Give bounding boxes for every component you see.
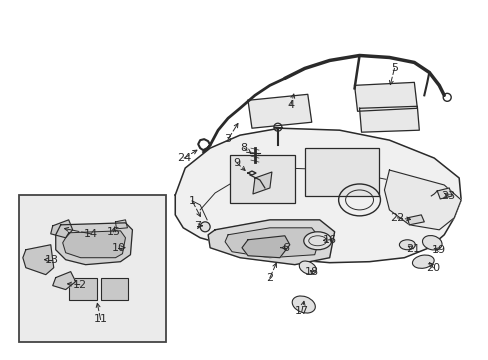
- Polygon shape: [407, 215, 424, 225]
- Polygon shape: [354, 82, 416, 111]
- Polygon shape: [359, 106, 419, 132]
- Text: 11: 11: [93, 314, 107, 324]
- Ellipse shape: [299, 261, 316, 274]
- Ellipse shape: [422, 235, 441, 250]
- Polygon shape: [56, 223, 132, 265]
- Text: 12: 12: [72, 280, 86, 289]
- Circle shape: [200, 222, 210, 232]
- Ellipse shape: [292, 296, 315, 313]
- Polygon shape: [436, 188, 451, 199]
- Polygon shape: [208, 220, 334, 265]
- Text: 17: 17: [294, 306, 308, 316]
- Polygon shape: [115, 220, 127, 229]
- Text: 4: 4: [286, 100, 294, 110]
- Text: 3: 3: [224, 134, 231, 144]
- Polygon shape: [53, 272, 76, 289]
- Polygon shape: [51, 220, 73, 238]
- Text: 16: 16: [322, 235, 336, 245]
- Text: 1: 1: [188, 196, 195, 206]
- Ellipse shape: [303, 232, 331, 250]
- Text: 7: 7: [193, 221, 201, 231]
- Polygon shape: [62, 231, 125, 258]
- Text: 14: 14: [83, 229, 98, 239]
- Bar: [68, 278, 96, 300]
- Text: 18: 18: [304, 267, 318, 276]
- Text: 10: 10: [111, 243, 125, 253]
- Text: 8: 8: [240, 143, 247, 153]
- Bar: [229, 155, 294, 203]
- Bar: [101, 278, 128, 300]
- Polygon shape: [384, 170, 460, 230]
- Polygon shape: [224, 228, 319, 258]
- Ellipse shape: [411, 255, 433, 268]
- Ellipse shape: [399, 240, 414, 250]
- Bar: [304, 148, 379, 196]
- Polygon shape: [242, 236, 289, 258]
- Text: 21: 21: [406, 244, 420, 254]
- Text: 20: 20: [426, 263, 439, 273]
- Text: 6: 6: [282, 243, 289, 253]
- Text: 13: 13: [45, 255, 59, 265]
- Text: 9: 9: [233, 158, 240, 168]
- Text: 2: 2: [266, 273, 273, 283]
- Polygon shape: [252, 172, 271, 194]
- Polygon shape: [175, 128, 460, 263]
- Text: 19: 19: [431, 245, 446, 255]
- Text: 15: 15: [106, 227, 120, 237]
- Text: 24: 24: [177, 153, 191, 163]
- Bar: [19, 195, 166, 342]
- Text: 22: 22: [389, 213, 404, 223]
- Polygon shape: [23, 245, 54, 275]
- Text: 5: 5: [390, 63, 397, 73]
- Polygon shape: [247, 94, 311, 128]
- Text: 23: 23: [440, 191, 454, 201]
